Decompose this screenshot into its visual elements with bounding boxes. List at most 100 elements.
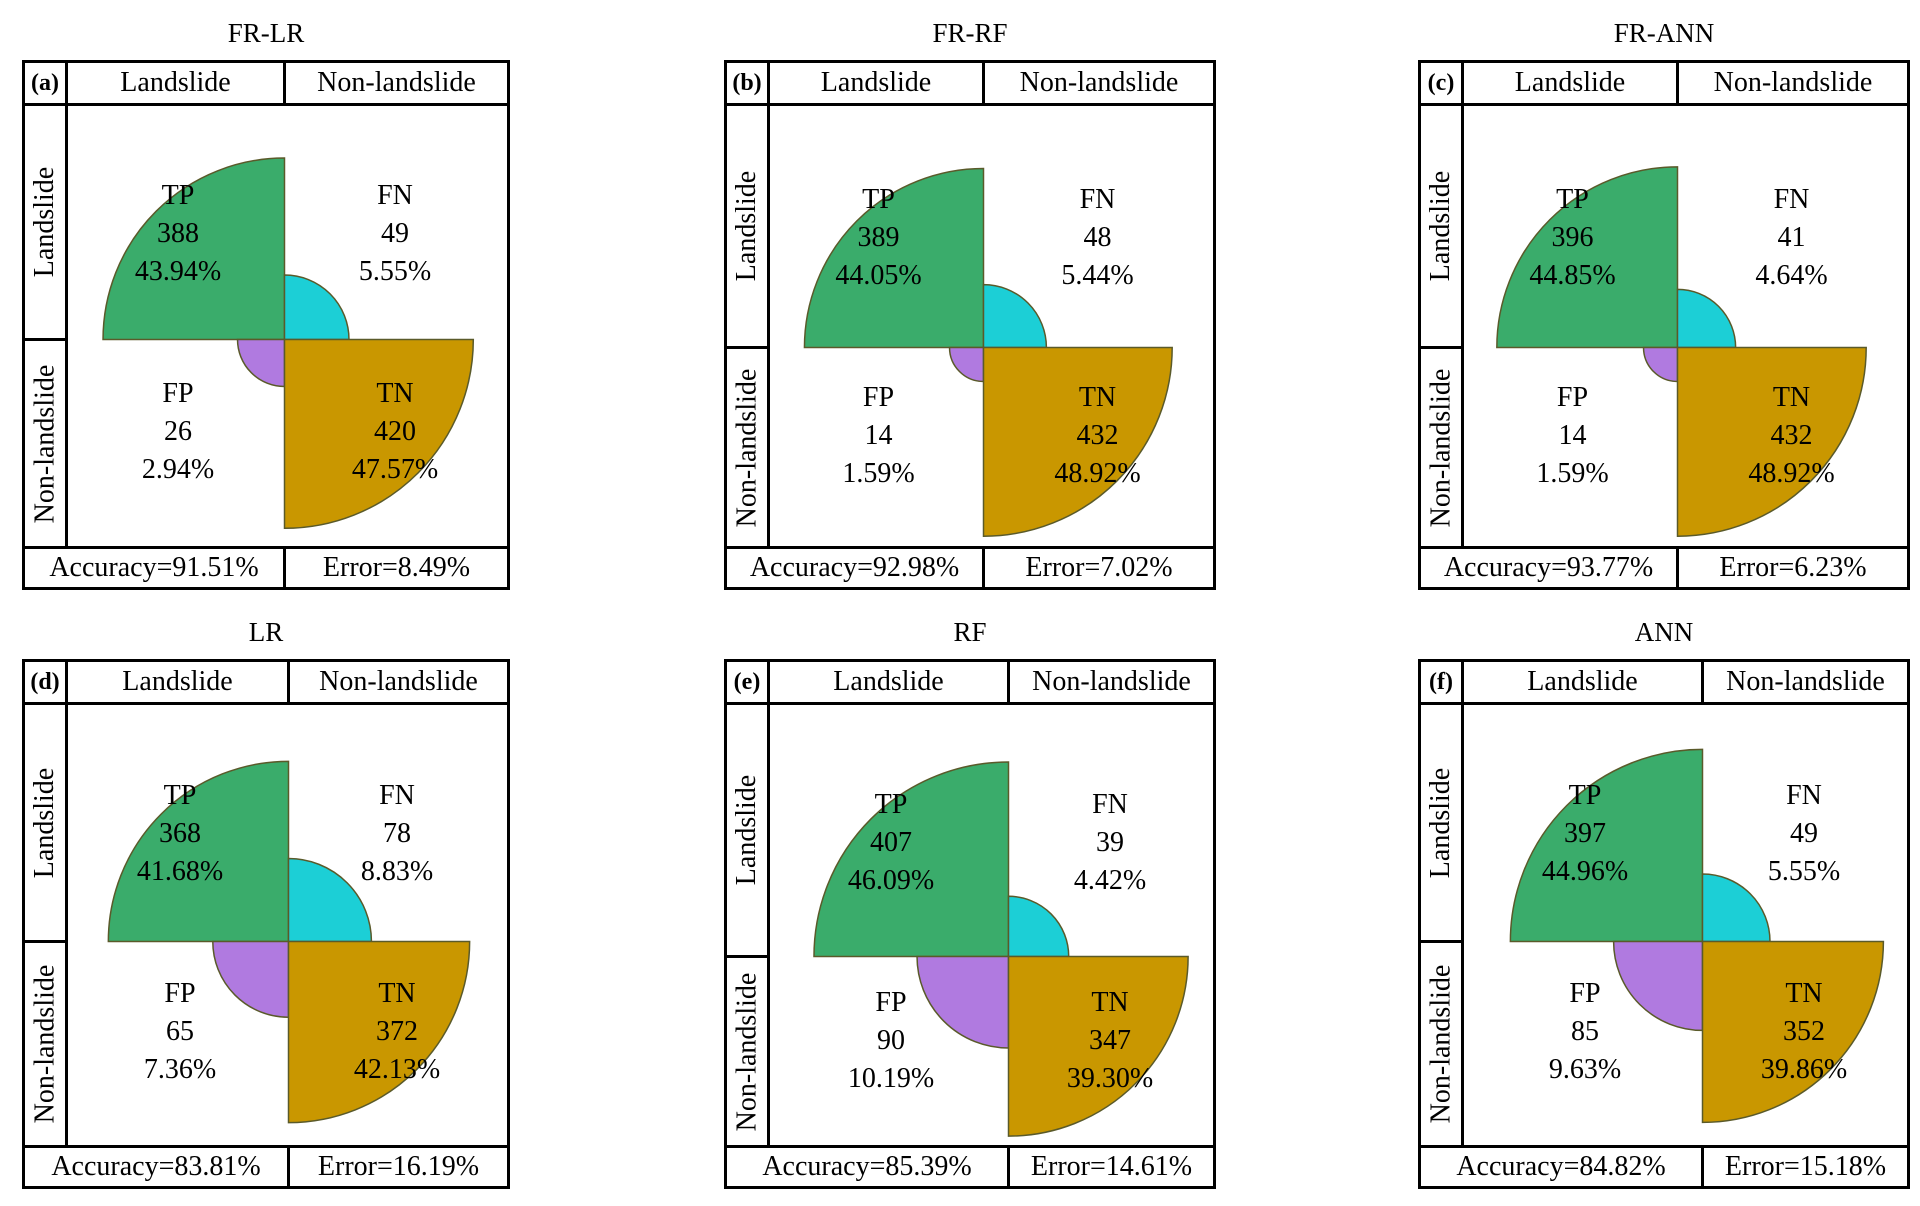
tn-percent: 47.57% bbox=[351, 453, 439, 485]
fn-name: FN bbox=[1786, 780, 1822, 812]
fn-name: FN bbox=[1079, 184, 1116, 215]
footer-divider bbox=[1007, 1148, 1010, 1186]
tp-sector bbox=[803, 167, 985, 349]
tp-label: TP 388 43.94% bbox=[88, 177, 268, 291]
panel-title: FR-RF bbox=[932, 18, 1008, 48]
matrix-box: (b) Landslide Non-landslide Landslide Non-la… bbox=[724, 60, 1216, 590]
fn-percent: 5.55% bbox=[1767, 856, 1841, 888]
panel-tag: (c) bbox=[1421, 63, 1464, 103]
header-landslide: Landslide bbox=[120, 67, 231, 98]
fn-label: FN 49 5.55% bbox=[305, 177, 485, 291]
fp-percent: 1.59% bbox=[1536, 458, 1609, 489]
confusion-panel: FR-LR (a) Landslide Non-landslide Landslide N… bbox=[22, 18, 510, 590]
fp-label: FP 90 10.19% bbox=[801, 984, 981, 1098]
panel-tag: (e) bbox=[727, 662, 770, 702]
tp-label: TP 389 44.05% bbox=[789, 181, 969, 295]
tn-count: 347 bbox=[1089, 1024, 1131, 1056]
tn-count: 420 bbox=[374, 415, 416, 447]
rose-chart bbox=[1509, 748, 1885, 1124]
fp-label: FP 65 7.36% bbox=[90, 975, 270, 1089]
tp-percent: 43.94% bbox=[134, 255, 222, 287]
footer-row: Accuracy=91.51% Error=8.49% bbox=[25, 546, 507, 587]
fp-sector bbox=[236, 338, 286, 388]
panel-title: RF bbox=[953, 617, 987, 647]
header-row: (b) Landslide Non-landslide bbox=[727, 63, 1213, 106]
fp-sector bbox=[1612, 940, 1704, 1032]
tp-percent: 44.85% bbox=[1529, 260, 1616, 291]
header-divider bbox=[1701, 662, 1704, 702]
tp-count: 368 bbox=[159, 818, 201, 850]
error-value: Error=14.61% bbox=[1030, 1151, 1193, 1182]
fp-label: FP 14 1.59% bbox=[789, 379, 969, 493]
tn-sector bbox=[1701, 940, 1885, 1124]
footer-row: Accuracy=92.98% Error=7.02% bbox=[727, 546, 1213, 587]
fp-sector bbox=[1642, 346, 1679, 383]
tn-count: 372 bbox=[376, 1016, 418, 1048]
tp-percent: 44.05% bbox=[835, 260, 922, 291]
header-landslide: Landslide bbox=[1514, 67, 1626, 98]
header-landslide: Landslide bbox=[122, 666, 233, 697]
footer-row: Accuracy=93.77% Error=6.23% bbox=[1421, 546, 1907, 587]
panel-title: FR-ANN bbox=[1613, 18, 1715, 48]
header-non-landslide: Non-landslide bbox=[1019, 67, 1179, 98]
tn-count: 432 bbox=[1076, 420, 1119, 451]
panel-title: FR-LR bbox=[227, 18, 305, 48]
tp-count: 397 bbox=[1564, 818, 1606, 850]
header-landslide: Landslide bbox=[833, 666, 944, 697]
header-non-landslide: Non-landslide bbox=[317, 67, 476, 98]
tn-label: TN 432 48.92% bbox=[1702, 379, 1882, 493]
header-landslide: Landslide bbox=[1527, 666, 1638, 697]
fp-percent: 7.36% bbox=[143, 1054, 217, 1086]
tn-label: TN 432 48.92% bbox=[1008, 379, 1188, 493]
tn-label: TN 372 42.13% bbox=[307, 975, 487, 1089]
fn-sector bbox=[1676, 288, 1737, 349]
fn-label: FN 78 8.83% bbox=[307, 777, 487, 891]
tn-name: TN bbox=[1078, 382, 1117, 413]
fp-percent: 2.94% bbox=[141, 453, 215, 485]
accuracy-value: Accuracy=83.81% bbox=[51, 1151, 261, 1182]
tn-sector bbox=[287, 940, 471, 1124]
fp-count: 14 bbox=[864, 420, 893, 451]
fp-percent: 10.19% bbox=[847, 1062, 935, 1094]
accuracy-value: Accuracy=84.82% bbox=[1456, 1151, 1666, 1182]
fp-name: FP bbox=[875, 986, 907, 1018]
matrix-box: (f) Landslide Non-landslide Landslide Non-la… bbox=[1418, 659, 1910, 1189]
tn-name: TN bbox=[1785, 978, 1823, 1010]
tn-name: TN bbox=[378, 978, 416, 1010]
tn-label: TN 347 39.30% bbox=[1020, 984, 1200, 1098]
accuracy-value: Accuracy=93.77% bbox=[1443, 552, 1654, 583]
fp-sector bbox=[948, 346, 985, 383]
tn-sector bbox=[1676, 346, 1867, 537]
fn-count: 78 bbox=[383, 818, 411, 850]
fp-name: FP bbox=[1556, 382, 1589, 413]
header-divider bbox=[287, 662, 290, 702]
row-label-divider bbox=[1461, 705, 1464, 1145]
fn-percent: 5.55% bbox=[358, 255, 432, 287]
tn-sector bbox=[982, 346, 1173, 537]
footer-row: Accuracy=84.82% Error=15.18% bbox=[1421, 1145, 1907, 1186]
footer-divider bbox=[287, 1148, 290, 1186]
confusion-panel: FR-RF (b) Landslide Non-landslide Landslide N… bbox=[724, 18, 1216, 590]
footer-divider bbox=[1701, 1148, 1704, 1186]
fp-count: 85 bbox=[1571, 1016, 1599, 1048]
tp-name: TP bbox=[874, 788, 908, 820]
tp-name: TP bbox=[163, 780, 197, 812]
tp-name: TP bbox=[862, 184, 895, 215]
row-label-split bbox=[25, 940, 65, 943]
fn-sector bbox=[1701, 873, 1771, 943]
error-value: Error=8.49% bbox=[322, 552, 471, 583]
tp-name: TP bbox=[1556, 184, 1589, 215]
error-value: Error=7.02% bbox=[1025, 552, 1173, 583]
tp-percent: 46.09% bbox=[847, 864, 935, 896]
matrix-box: (d) Landslide Non-landslide Landslide Non-la… bbox=[22, 659, 510, 1189]
tp-label: TP 397 44.96% bbox=[1495, 777, 1675, 891]
panel-title: ANN bbox=[1634, 617, 1694, 647]
fn-sector bbox=[982, 283, 1048, 349]
tn-percent: 39.86% bbox=[1760, 1054, 1848, 1086]
rose-chart bbox=[1496, 166, 1867, 537]
row-label-divider bbox=[65, 705, 68, 1145]
header-non-landslide: Non-landslide bbox=[1726, 666, 1885, 697]
confusion-panel: RF (e) Landslide Non-landslide Landslide Non-… bbox=[724, 617, 1216, 1189]
fp-label: FP 14 1.59% bbox=[1483, 379, 1663, 493]
row-label-divider bbox=[1461, 106, 1464, 546]
